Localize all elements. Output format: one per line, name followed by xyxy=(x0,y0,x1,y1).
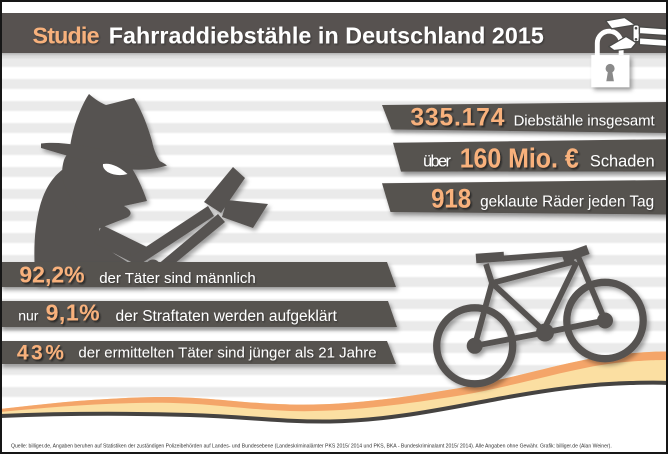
svg-text:Schaden: Schaden xyxy=(590,153,655,171)
svg-text:nur: nur xyxy=(18,308,39,324)
svg-text:335.174: 335.174 xyxy=(410,105,504,132)
svg-text:9,1%: 9,1% xyxy=(46,300,100,326)
svg-text:der Täter sind männlich: der Täter sind männlich xyxy=(99,270,255,287)
svg-text:92,2%: 92,2% xyxy=(19,262,84,288)
svg-text:der ermittelten Täter sind jün: der ermittelten Täter sind jünger als 21… xyxy=(78,345,376,362)
svg-text:918: 918 xyxy=(431,184,471,214)
svg-text:Diebstähle insgesamt: Diebstähle insgesamt xyxy=(514,114,656,130)
svg-text:über: über xyxy=(423,153,452,171)
svg-text:Quelle: billiger.de, Angaben b: Quelle: billiger.de, Angaben beruhen auf… xyxy=(11,443,612,449)
svg-text:der Straftaten werden aufgeklä: der Straftaten werden aufgeklärt xyxy=(116,308,338,325)
svg-text:160 Mio. €: 160 Mio. € xyxy=(460,143,579,174)
svg-text:Studie: Studie xyxy=(33,23,100,49)
svg-text:geklaute Räder jeden Tag: geklaute Räder jeden Tag xyxy=(480,194,654,211)
svg-text:Fahrraddiebstähle in Deutschla: Fahrraddiebstähle in Deutschland 2015 xyxy=(109,23,544,49)
svg-text:43%: 43% xyxy=(17,342,64,365)
